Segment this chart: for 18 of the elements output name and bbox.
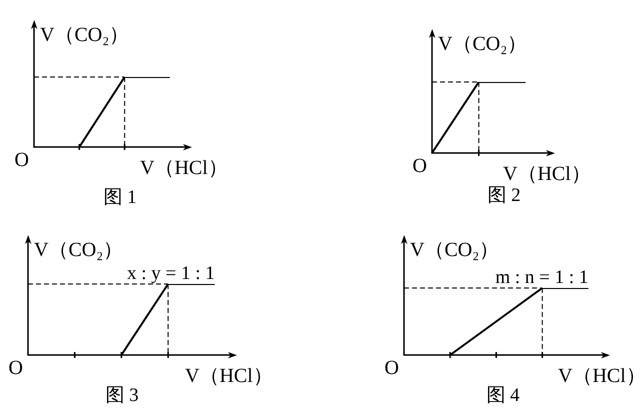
x-axis-title: V（HCl）	[140, 157, 228, 179]
y-axis-title: V（CO₂）	[410, 239, 500, 261]
text: 图 4	[486, 385, 520, 406]
annotation: m : n = 1 : 1	[495, 267, 588, 288]
y-axis-title: V（CO₂）	[438, 33, 528, 55]
text: O	[14, 149, 29, 171]
y-axis-title: V（CO₂）	[40, 24, 130, 46]
text: O	[8, 357, 23, 379]
text: 图 2	[487, 185, 521, 206]
x-axis-title: V（HCl）	[185, 365, 273, 387]
text: 图 1	[103, 187, 137, 208]
text: 图 3	[105, 385, 139, 406]
x-axis-title: V（HCl）	[503, 163, 591, 185]
x-axis-title: V（HCl）	[558, 365, 640, 387]
annotation: x : y = 1 : 1	[127, 263, 215, 284]
y-axis-title: V（CO₂）	[34, 239, 124, 261]
text: O	[412, 155, 427, 177]
text: O	[384, 357, 399, 379]
